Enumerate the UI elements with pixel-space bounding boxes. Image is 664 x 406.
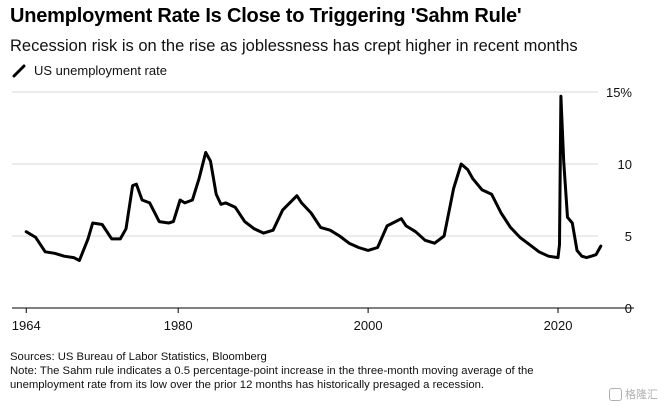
chart-subtitle: Recession risk is on the rise as jobless… [10, 37, 578, 55]
legend-label: US unemployment rate [34, 63, 167, 78]
x-tick-label: 1980 [164, 318, 193, 333]
sources-text: Sources: US Bureau of Labor Statistics, … [10, 351, 267, 363]
x-axis-ticks: 1964 1980 2000 2020 [12, 308, 573, 333]
watermark: 格隆汇 [609, 386, 658, 402]
y-tick-label: 15% [606, 85, 632, 100]
note-text-line1: Note: The Sahm rule indicates a 0.5 perc… [10, 365, 534, 377]
legend: US unemployment rate [12, 63, 167, 78]
y-tick-label: 10 [618, 157, 632, 172]
note-text-line2: unemployment rate from its low over the … [10, 379, 485, 391]
watermark-text: 格隆汇 [625, 389, 658, 401]
series-line-us-unemployment-rate [24, 94, 603, 262]
chart-title: Unemployment Rate Is Close to Triggering… [10, 5, 522, 27]
legend-line-icon [12, 64, 26, 77]
x-tick-label: 1964 [12, 318, 41, 333]
y-axis-tick-labels: 051015% [606, 85, 632, 316]
y-tick-label: 5 [625, 229, 632, 244]
footnotes: Sources: US Bureau of Labor Statistics, … [10, 350, 650, 392]
x-tick-label: 2000 [354, 318, 383, 333]
gridlines [12, 91, 598, 237]
x-tick-label: 2020 [544, 318, 573, 333]
watermark-logo-icon [609, 387, 622, 401]
